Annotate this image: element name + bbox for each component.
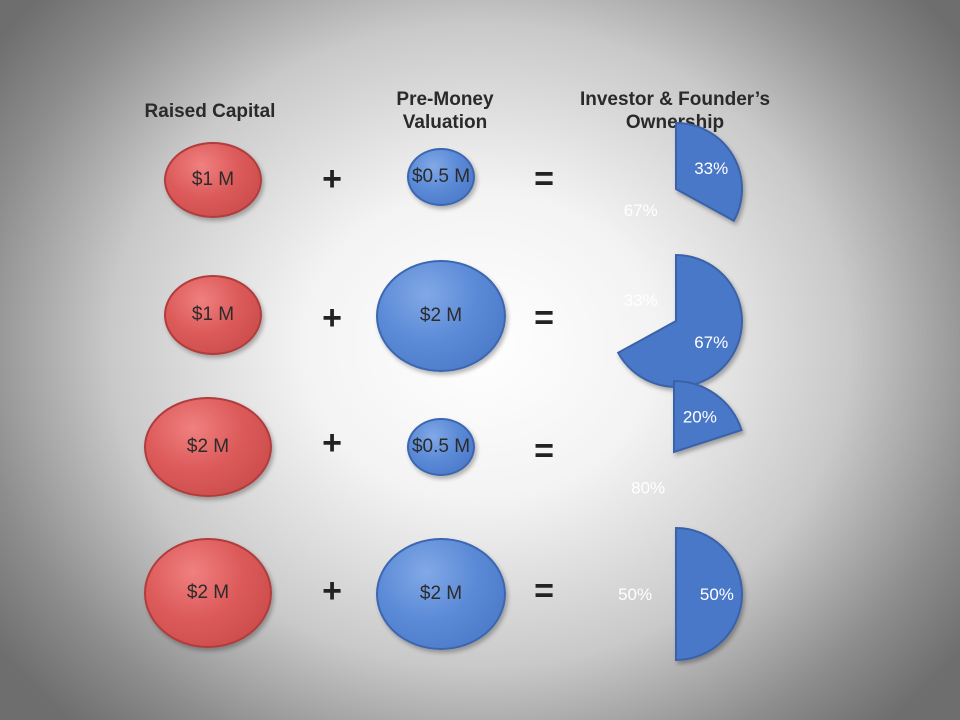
founder-slice (673, 379, 743, 454)
founder-share-label: 67% (694, 333, 728, 352)
pre-money-value: $0.5 M (411, 436, 471, 457)
investor-share-label: 50% (618, 585, 652, 604)
founder-slice (675, 121, 743, 223)
pre-money-value: $2 M (419, 305, 463, 326)
pre-money-circle: $2 M (376, 260, 506, 372)
raised-capital-header: Raised Capital (144, 101, 276, 122)
founder-share-label: 20% (683, 407, 717, 426)
raised-capital-circle: $1 M (164, 142, 262, 218)
pre-money-circle: $0.5 M (407, 418, 475, 476)
investor-share-label: 67% (624, 201, 658, 220)
equals-sign: = (534, 299, 554, 337)
investor-share-label: 80% (631, 479, 665, 498)
founder-slice (616, 253, 743, 388)
pre-money-circle: $2 M (376, 538, 506, 650)
plus-sign: + (322, 572, 342, 610)
investor-share-label: 33% (624, 291, 658, 310)
founder-share-label: 50% (700, 585, 734, 604)
founder-slice (675, 526, 743, 662)
raised-capital-circle: $2 M (144, 538, 272, 648)
equals-sign: = (534, 572, 554, 610)
raised-capital-circle: $2 M (144, 397, 272, 497)
plus-sign: + (322, 299, 342, 337)
pre-money-header: Pre-Money Valuation (396, 89, 494, 133)
raised-capital-circle: $1 M (164, 275, 262, 355)
plus-sign: + (322, 424, 342, 462)
equals-sign: = (534, 432, 554, 470)
raised-capital-value: $1 M (191, 169, 235, 190)
founder-share-label: 33% (694, 159, 728, 178)
pre-money-circle: $0.5 M (407, 148, 475, 206)
pre-money-value: $0.5 M (411, 166, 471, 187)
raised-capital-value: $1 M (191, 304, 235, 325)
plus-sign: + (322, 160, 342, 198)
equals-sign: = (534, 160, 554, 198)
raised-capital-value: $2 M (186, 582, 230, 603)
pre-money-value: $2 M (419, 583, 463, 604)
raised-capital-value: $2 M (186, 436, 230, 457)
